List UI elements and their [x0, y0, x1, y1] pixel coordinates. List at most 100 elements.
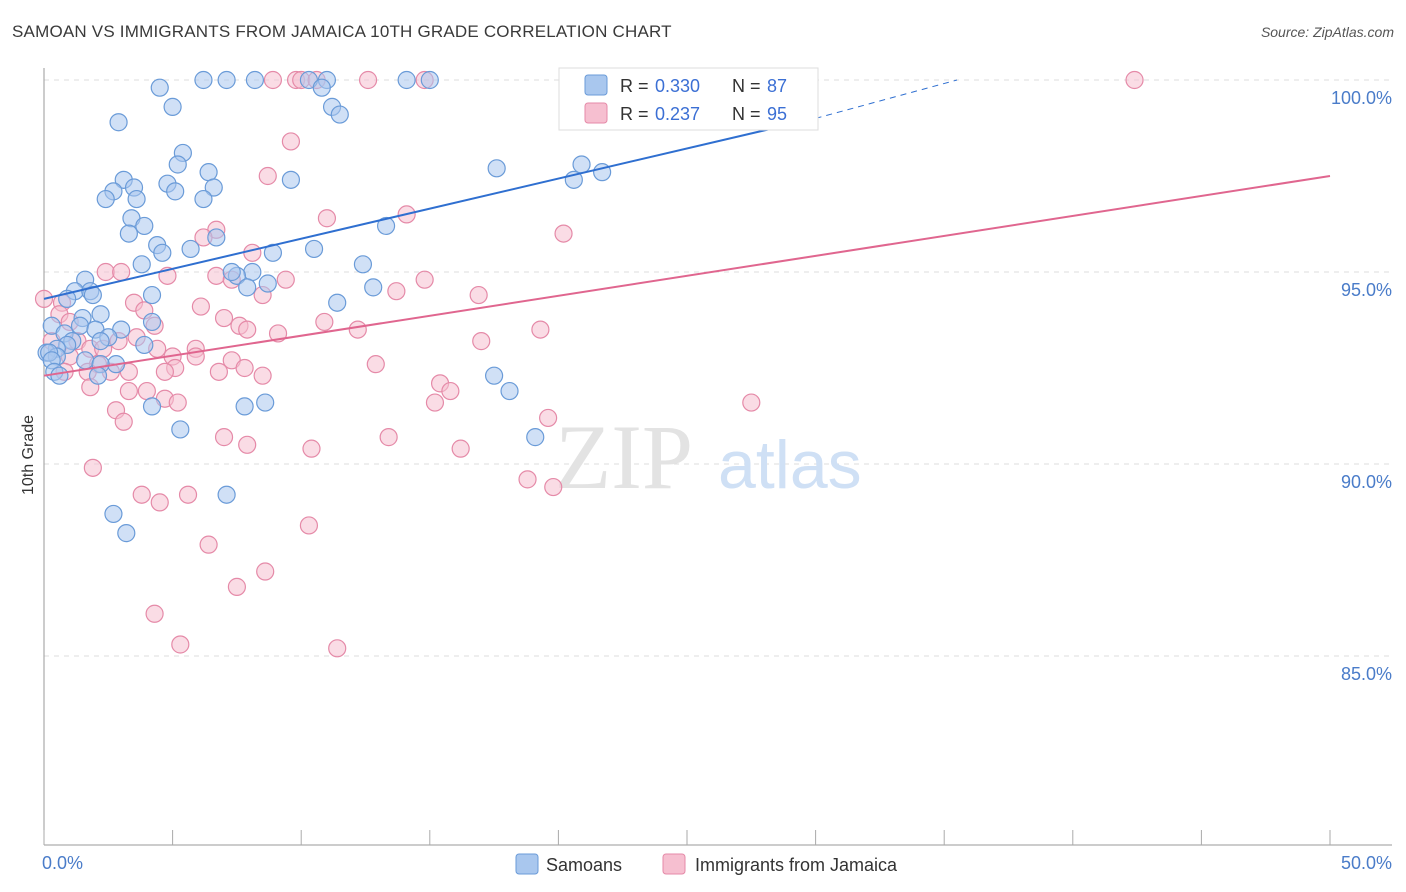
data-point-jamaica [441, 381, 460, 401]
data-point-samoans [119, 224, 138, 243]
stats-swatch-samoans [584, 74, 608, 96]
data-point-samoans [135, 216, 154, 236]
data-point-jamaica [171, 635, 190, 654]
data-point-jamaica [358, 70, 378, 90]
stats-n-label-jamaica: N = [732, 104, 761, 124]
data-point-jamaica [258, 166, 277, 186]
x-tick-label-max: 50.0% [1341, 853, 1392, 873]
data-point-samoans [330, 105, 349, 124]
data-point-jamaica [227, 577, 246, 596]
data-point-jamaica [238, 320, 257, 339]
data-point-samoans [96, 189, 115, 209]
data-point-jamaica [348, 320, 367, 339]
data-point-jamaica [299, 516, 319, 535]
data-point-jamaica [112, 262, 131, 282]
data-point-samoans [222, 262, 241, 282]
data-point-jamaica [544, 477, 563, 497]
data-point-jamaica [554, 224, 573, 243]
data-point-jamaica [425, 393, 445, 412]
watermark-atlas: atlas [718, 427, 862, 503]
bottom-legend: Samoans Immigrants from Jamaica [515, 853, 898, 875]
stats-n-label-samoans: N = [732, 76, 761, 96]
y-tick-label: 85.0% [1341, 664, 1392, 684]
data-point-samoans [91, 305, 110, 324]
data-point-jamaica [199, 535, 218, 554]
data-point-samoans [142, 397, 162, 416]
data-point-samoans [526, 428, 545, 447]
data-point-samoans [235, 397, 254, 416]
data-point-samoans [312, 78, 331, 97]
data-point-samoans [76, 351, 95, 370]
watermark-zip: ZIP [555, 406, 693, 508]
data-point-samoans [263, 243, 283, 262]
trend-lines [43, 79, 1331, 377]
data-point-samoans [109, 113, 128, 132]
data-point-samoans [500, 381, 519, 401]
data-point-samoans [181, 239, 200, 259]
legend-label-samoans: Samoans [546, 855, 622, 875]
data-point-jamaica [317, 209, 337, 228]
series-jamaica-points [34, 70, 1144, 658]
data-point-jamaica [191, 297, 210, 316]
data-point-jamaica [243, 243, 262, 262]
data-point-jamaica [256, 562, 275, 581]
y-axis-label: 10th Grade [20, 415, 37, 495]
legend-swatch-jamaica [662, 853, 686, 875]
data-point-samoans [70, 316, 90, 335]
data-point-samoans [142, 312, 162, 332]
data-point-samoans [258, 274, 277, 293]
chart-title: SAMOAN VS IMMIGRANTS FROM JAMAICA 10TH G… [12, 22, 672, 41]
data-point-jamaica [518, 470, 537, 489]
data-point-samoans [487, 159, 506, 178]
data-point-jamaica [387, 282, 406, 301]
data-point-jamaica [451, 439, 470, 458]
legend-label-jamaica: Immigrants from Jamaica [695, 855, 898, 875]
watermark: ZIP atlas [555, 406, 862, 508]
axes [43, 68, 1392, 846]
data-point-samoans [397, 70, 416, 90]
data-point-samoans [238, 278, 257, 297]
data-point-samoans [207, 228, 226, 247]
data-point-jamaica [472, 332, 491, 351]
data-point-samoans [91, 332, 110, 351]
stats-r-value-jamaica: 0.237 [655, 104, 700, 124]
data-point-samoans [572, 155, 591, 174]
stats-r-label-samoans: R = [620, 76, 649, 96]
data-point-jamaica [155, 362, 174, 381]
data-point-jamaica [150, 493, 169, 512]
data-point-jamaica [83, 458, 102, 477]
data-point-jamaica [168, 393, 187, 412]
data-point-jamaica [235, 358, 254, 378]
data-point-samoans [135, 335, 154, 355]
series-samoans-points [37, 70, 612, 543]
data-point-jamaica [263, 70, 283, 90]
data-point-samoans [127, 189, 146, 209]
data-point-jamaica [531, 320, 550, 339]
data-point-jamaica [96, 262, 115, 282]
data-point-samoans [171, 420, 190, 439]
stats-r-label-jamaica: R = [620, 104, 649, 124]
data-point-jamaica [132, 485, 151, 504]
legend-swatch-samoans [515, 853, 539, 875]
y-axis-tick-labels: 85.0% 90.0% 95.0% 100.0% [1331, 88, 1392, 684]
trend-line-jamaica [43, 175, 1331, 377]
data-point-samoans [117, 524, 136, 543]
data-point-samoans [50, 366, 69, 385]
data-point-jamaica [209, 362, 228, 381]
data-point-jamaica [119, 381, 138, 401]
data-point-jamaica [253, 366, 272, 385]
data-point-samoans [199, 163, 218, 182]
data-point-samoans [376, 216, 396, 236]
data-point-samoans [163, 97, 182, 116]
data-point-jamaica [366, 355, 385, 374]
data-point-samoans [353, 255, 373, 274]
data-point-samoans [166, 182, 185, 201]
data-point-samoans [245, 70, 265, 90]
data-point-samoans [364, 278, 383, 297]
data-point-samoans [142, 285, 162, 305]
data-point-jamaica [415, 270, 434, 289]
data-point-samoans [88, 366, 108, 385]
data-point-samoans [153, 243, 172, 262]
stats-r-value-samoans: 0.330 [655, 76, 700, 96]
